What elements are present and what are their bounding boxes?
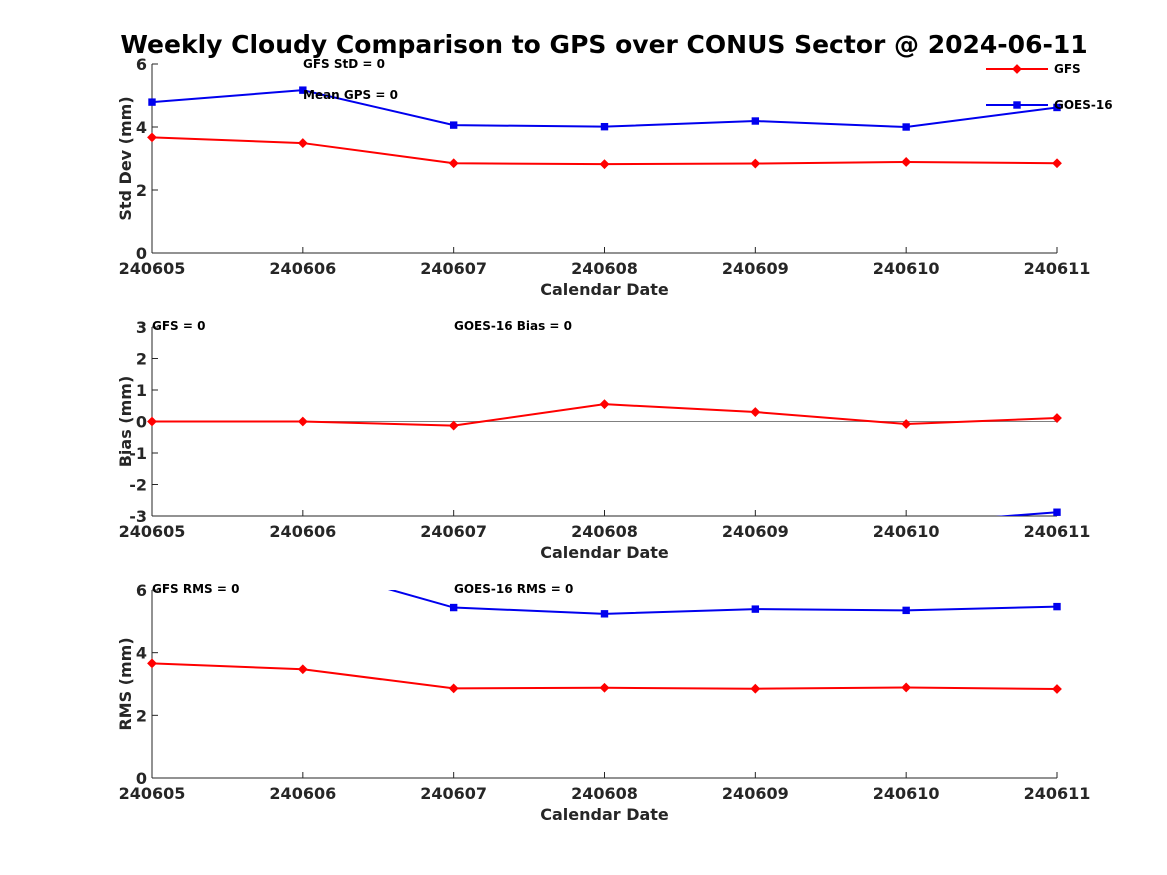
figure-title: Weekly Cloudy Comparison to GPS over CON… bbox=[120, 30, 1087, 59]
data-point-gfs bbox=[147, 132, 157, 143]
annotation-text: GFS RMS = 0 bbox=[152, 582, 239, 596]
data-point-gfs bbox=[599, 399, 610, 410]
x-tick-label: 240607 bbox=[420, 259, 487, 278]
data-point-gfs bbox=[297, 664, 308, 675]
data-point-gfs bbox=[750, 407, 761, 417]
x-axis-label: Calendar Date bbox=[540, 280, 669, 299]
x-axis-label: Calendar Date bbox=[540, 543, 669, 562]
panel-bias: -3 -2 -1 0 1 2 3 240605 240606 240607 240608 240609… bbox=[116, 318, 1091, 562]
y-tick-label: 4 bbox=[136, 118, 147, 137]
y-tick-label: 1 bbox=[136, 381, 147, 400]
x-axis-label: Calendar Date bbox=[540, 805, 669, 824]
x-tick-label: 240607 bbox=[420, 784, 487, 803]
x-tick-label: 240611 bbox=[1024, 259, 1091, 278]
data-point-gfs bbox=[1052, 158, 1062, 169]
data-point-gfs bbox=[448, 158, 459, 169]
y-tick-label: 2 bbox=[136, 706, 147, 725]
data-point-goes-16 bbox=[449, 121, 458, 129]
data-point-gfs bbox=[1052, 413, 1062, 423]
series-line-goes-16 bbox=[152, 89, 1057, 129]
y-axis-label: RMS (mm) bbox=[116, 637, 135, 730]
legend-label: GFS bbox=[1054, 62, 1081, 76]
x-tick-label: 240609 bbox=[722, 522, 789, 541]
x-tick-label: 240605 bbox=[119, 784, 186, 803]
y-tick-label: 0 bbox=[136, 769, 147, 788]
panel-std: 0 2 4 6 240605 240606 240607 240608 240609 240610… bbox=[116, 55, 1113, 299]
data-point-gfs bbox=[297, 416, 308, 427]
data-point-goes-16 bbox=[1053, 508, 1061, 516]
y-tick-label: 6 bbox=[136, 581, 147, 600]
y-tick-label: 2 bbox=[136, 350, 147, 369]
data-point-goes-16 bbox=[902, 123, 910, 131]
data-point-gfs bbox=[599, 682, 610, 693]
data-point-gfs bbox=[1052, 684, 1062, 694]
data-point-goes-16 bbox=[449, 603, 458, 612]
data-point-gfs bbox=[448, 420, 459, 431]
data-point-gfs bbox=[448, 683, 459, 694]
legend-label: GOES-16 bbox=[1054, 98, 1113, 112]
y-tick-label: -1 bbox=[129, 444, 147, 463]
data-point-gfs bbox=[297, 138, 308, 148]
data-point-gfs bbox=[750, 683, 761, 694]
y-tick-label: 0 bbox=[136, 413, 147, 432]
x-tick-label: 240611 bbox=[1024, 784, 1091, 803]
x-tick-label: 240611 bbox=[1024, 522, 1091, 541]
annotation-text: GFS StD = 0 bbox=[303, 57, 385, 71]
x-tick-label: 240609 bbox=[722, 784, 789, 803]
x-tick-label: 240607 bbox=[420, 522, 487, 541]
y-axis-label: Std Dev (mm) bbox=[116, 96, 135, 220]
x-tick-label: 240610 bbox=[873, 784, 940, 803]
x-tick-label: 240606 bbox=[269, 259, 336, 278]
data-point-goes-16 bbox=[751, 117, 760, 125]
data-point-gfs bbox=[901, 419, 912, 429]
y-axis-label: Bias (mm) bbox=[116, 376, 135, 468]
x-tick-label: 240608 bbox=[571, 784, 638, 803]
data-point-goes-16 bbox=[600, 122, 609, 131]
data-point-gfs bbox=[599, 159, 610, 170]
data-point-gfs bbox=[750, 158, 761, 169]
x-tick-label: 240605 bbox=[119, 259, 186, 278]
annotation-text: GOES-16 RMS = 0 bbox=[454, 582, 573, 596]
y-tick-label: -3 bbox=[129, 507, 147, 526]
data-point-gfs bbox=[147, 416, 157, 427]
y-tick-label: -2 bbox=[129, 476, 147, 495]
legend-marker bbox=[1013, 101, 1021, 109]
y-tick-label: 4 bbox=[136, 644, 147, 663]
legend: GFS GOES-16 bbox=[986, 62, 1113, 112]
panel-rms: 0 2 4 6 240605 240606 240607 240608 240609 240610… bbox=[116, 581, 1091, 824]
annotation-text: GOES-16 Bias = 0 bbox=[454, 319, 572, 333]
data-point-goes-16 bbox=[1053, 103, 1061, 112]
x-tick-label: 240606 bbox=[269, 522, 336, 541]
y-tick-label: 2 bbox=[136, 181, 147, 200]
data-point-goes-16 bbox=[902, 606, 910, 615]
plot-area bbox=[152, 590, 1057, 691]
data-point-goes-16 bbox=[148, 98, 156, 106]
x-tick-label: 240606 bbox=[269, 784, 336, 803]
x-tick-label: 240610 bbox=[873, 259, 940, 278]
y-tick-label: 6 bbox=[136, 55, 147, 74]
x-tick-label: 240609 bbox=[722, 259, 789, 278]
x-tick-label: 240605 bbox=[119, 522, 186, 541]
annotation-text: GFS = 0 bbox=[152, 319, 205, 333]
x-tick-label: 240610 bbox=[873, 522, 940, 541]
annotation-text: Mean GPS = 0 bbox=[303, 88, 398, 102]
x-tick-label: 240608 bbox=[571, 259, 638, 278]
data-point-goes-16 bbox=[1053, 602, 1061, 611]
data-point-goes-16 bbox=[299, 86, 307, 94]
data-point-gfs bbox=[901, 157, 912, 167]
data-point-gfs bbox=[901, 682, 912, 693]
x-tick-label: 240608 bbox=[571, 522, 638, 541]
data-point-goes-16 bbox=[751, 605, 760, 613]
y-tick-label: 0 bbox=[136, 244, 147, 263]
y-tick-label: 3 bbox=[136, 318, 147, 337]
data-point-goes-16 bbox=[600, 610, 609, 618]
data-point-gfs bbox=[147, 658, 157, 669]
legend-marker bbox=[1012, 64, 1022, 74]
